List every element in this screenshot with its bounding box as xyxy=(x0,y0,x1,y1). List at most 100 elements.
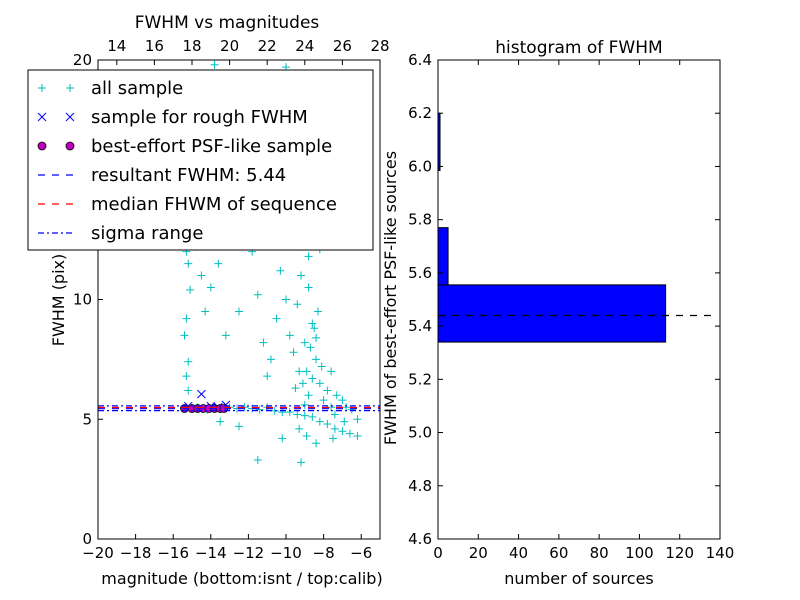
legend-entry: resultant FWHM: 5.44 xyxy=(38,165,286,186)
histogram-xlabel: number of sources xyxy=(504,569,654,588)
histogram-bars-layer xyxy=(437,112,667,343)
data-point xyxy=(235,307,243,316)
data-point xyxy=(259,338,268,347)
data-point xyxy=(338,427,347,436)
legend-marker xyxy=(66,84,74,92)
y-tick-label: 4.6 xyxy=(408,530,432,548)
legend-label: sigma range xyxy=(91,223,203,244)
data-point xyxy=(278,408,287,417)
data-point xyxy=(332,391,341,400)
data-point xyxy=(306,343,315,352)
y-tick-label: 5.6 xyxy=(408,264,432,282)
x-tick-label: 140 xyxy=(706,544,735,562)
y-tick-label: 4.8 xyxy=(408,477,432,495)
legend-marker xyxy=(65,141,75,151)
y-tick-label: 6.4 xyxy=(408,51,432,69)
data-point xyxy=(302,367,311,376)
data-point xyxy=(180,331,189,340)
data-point xyxy=(308,412,317,421)
x-tick-label: 40 xyxy=(509,544,528,562)
y-tick-label: 6.0 xyxy=(408,157,432,175)
top-tick-label: 18 xyxy=(182,37,201,55)
x-tick-label: 100 xyxy=(625,544,654,562)
legend-label: resultant FWHM: 5.44 xyxy=(91,165,286,186)
legend-entry: sample for rough FWHM xyxy=(37,107,308,128)
data-point xyxy=(295,424,304,433)
histogram-bar xyxy=(437,284,667,343)
data-point xyxy=(293,410,302,419)
data-point xyxy=(353,415,362,424)
x-tick-label: 120 xyxy=(665,544,694,562)
data-point xyxy=(308,374,317,383)
x-tick-label: 60 xyxy=(549,544,568,562)
histogram-plot-frame xyxy=(437,59,721,540)
data-point xyxy=(253,455,262,464)
data-point xyxy=(302,432,311,441)
legend-entry: best-effort PSF-like sample xyxy=(37,136,332,157)
data-point xyxy=(266,355,275,364)
scatter-title: FWHM vs magnitudes xyxy=(135,13,320,33)
data-point xyxy=(282,295,290,304)
data-point xyxy=(255,405,264,414)
data-point xyxy=(327,367,336,376)
data-point xyxy=(184,259,193,268)
data-point xyxy=(184,386,193,395)
data-point xyxy=(353,432,362,441)
legend-marker xyxy=(38,84,46,92)
y-tick-label: 5.0 xyxy=(408,424,432,442)
legend-marker xyxy=(37,141,47,151)
data-point xyxy=(304,252,313,261)
data-point xyxy=(323,420,332,429)
top-tick-label: 16 xyxy=(145,37,164,55)
data-point xyxy=(285,408,294,417)
y-tick-label: 6.2 xyxy=(408,104,432,122)
scatter-lines-layer xyxy=(98,405,380,412)
data-point xyxy=(317,362,326,371)
data-point xyxy=(300,338,309,347)
legend-label: all sample xyxy=(91,78,183,99)
data-point xyxy=(291,384,300,393)
x-tick-label: −6 xyxy=(350,544,372,562)
data-point xyxy=(253,290,262,299)
data-point xyxy=(300,400,309,409)
data-point xyxy=(310,324,319,333)
histogram-bar xyxy=(437,227,449,286)
x-tick-label: −8 xyxy=(313,544,335,562)
top-tick-label: 14 xyxy=(107,37,126,55)
data-point xyxy=(304,391,313,400)
legend-marker xyxy=(37,112,47,122)
data-point xyxy=(312,439,321,448)
data-point xyxy=(315,417,324,426)
histogram-title: histogram of FWHM xyxy=(495,38,662,58)
legend-entry: all sample xyxy=(38,78,183,99)
x-tick-label: −20 xyxy=(82,544,114,562)
data-point xyxy=(297,271,306,280)
top-tick-label: 22 xyxy=(258,37,277,55)
data-point xyxy=(214,259,223,268)
data-point xyxy=(338,396,347,405)
data-point xyxy=(289,348,298,357)
data-point xyxy=(201,307,210,316)
scatter-panel: FWHM vs magnitudes −20 −18 −16 −14 −12 −10 −8−… xyxy=(27,13,390,588)
x-tick-label: −10 xyxy=(270,544,302,562)
data-point xyxy=(295,367,304,376)
top-tick-label: 28 xyxy=(370,37,389,55)
x-tick-label: 0 xyxy=(433,544,443,562)
data-point xyxy=(221,331,230,340)
data-point xyxy=(323,386,332,395)
legend-entry: sigma range xyxy=(38,223,203,244)
y-tick-label: 20 xyxy=(73,51,92,69)
data-point xyxy=(263,372,272,381)
x-tick-label: 20 xyxy=(469,544,488,562)
histogram-ylabel: FWHM of best-effort PSF-like sources xyxy=(381,151,400,445)
data-point xyxy=(272,314,281,323)
y-tick-label: 0 xyxy=(82,530,92,548)
x-tick-label: −12 xyxy=(233,544,265,562)
data-point xyxy=(210,60,219,69)
data-point xyxy=(182,372,191,381)
data-point xyxy=(312,355,321,364)
x-tick-label: −14 xyxy=(195,544,227,562)
scatter-axes-layer: −20 −18 −16 −14 −12 −10 −8 −6 0 5 10 20 14 16 18 20 22 24… xyxy=(73,37,390,562)
data-point xyxy=(319,396,328,405)
